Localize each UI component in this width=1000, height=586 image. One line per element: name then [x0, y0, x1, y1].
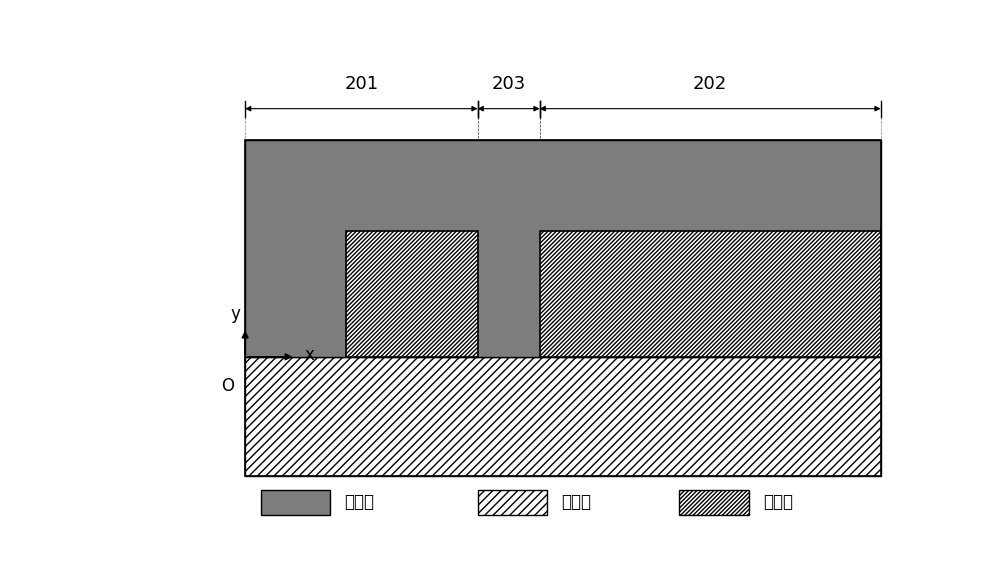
Bar	[245, 140, 881, 476]
Bar	[346, 230, 478, 357]
Bar	[245, 140, 881, 357]
Bar	[540, 230, 881, 357]
Text: 上包层: 上包层	[344, 493, 374, 512]
Text: 201: 201	[344, 75, 378, 93]
Text: 波导芯: 波导芯	[763, 493, 793, 512]
Bar	[245, 357, 881, 476]
Text: O: O	[222, 377, 235, 395]
Bar	[261, 490, 330, 515]
Text: y: y	[231, 305, 241, 323]
Text: 202: 202	[693, 75, 727, 93]
Bar	[478, 490, 547, 515]
Text: 203: 203	[492, 75, 526, 93]
Text: 下包层: 下包层	[561, 493, 591, 512]
Text: x: x	[305, 346, 315, 363]
Bar	[679, 490, 749, 515]
